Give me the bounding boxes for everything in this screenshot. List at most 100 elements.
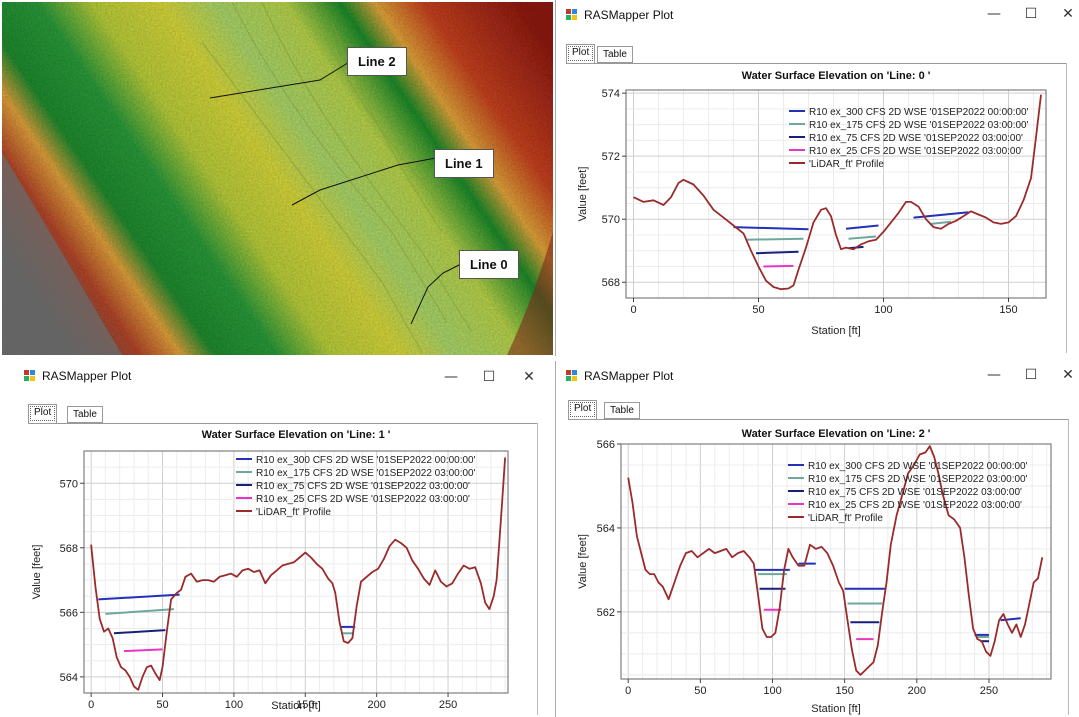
x-tick-label: 250: [980, 685, 998, 697]
tab-table[interactable]: Table: [597, 46, 633, 63]
y-tick-label: 570: [602, 214, 620, 226]
plot-frame-edge: [1066, 63, 1067, 353]
series-line-lidar-profile: [633, 94, 1042, 291]
y-tick-label: 566: [597, 439, 615, 451]
tab-divider: [566, 63, 1066, 64]
chart-line-0: Water Surface Elevation on 'Line: 0 ' 0 50…: [577, 70, 1047, 337]
x-tick-label: 50: [752, 304, 764, 316]
close-button[interactable]: ✕: [1062, 367, 1074, 383]
rasmapper-plot-window-line-1: RASMapper Plot — ☐ ✕ Plot Table Water Su…: [0, 361, 552, 717]
series-line-ex-25: [763, 264, 794, 268]
series-line-ex-300: [98, 593, 180, 601]
x-tick-label: 250: [439, 699, 457, 711]
rasmapper-plot-window-line-2: RASMapper Plot — ☐ ✕ Plot Table Water Su…: [555, 361, 1079, 717]
x-tick-label: 100: [225, 699, 243, 711]
maximize-button[interactable]: ☐: [482, 369, 496, 385]
rasmapper-app-icon: [24, 370, 36, 381]
series-line-ex-175: [745, 237, 804, 241]
terrain-map: Line 2 Line 1 Line 0: [2, 2, 553, 355]
plot-frame-edge: [1068, 419, 1069, 715]
legend-entry: R10 ex_300 CFS 2D WSE '01SEP2022 00:00:0…: [256, 455, 476, 466]
x-tick-label: 50: [694, 685, 706, 697]
y-tick-label: 566: [60, 607, 78, 619]
x-axis-label: Station [ft]: [811, 325, 861, 337]
tab-divider: [568, 419, 1068, 420]
y-tick-label: 568: [60, 543, 78, 555]
x-tick-label: 150: [835, 685, 853, 697]
series-line-ex-175: [848, 235, 877, 240]
tab-plot[interactable]: Plot: [566, 44, 596, 63]
legend-entry: 'LiDAR_ft' Profile: [808, 513, 883, 524]
legend-entry: R10 ex_175 CFS 2D WSE '01SEP2022 03:00:0…: [808, 474, 1028, 485]
legend-entry: R10 ex_75 CFS 2D WSE '01SEP2022 03:00:00…: [256, 481, 470, 492]
y-tick-label: 564: [597, 523, 615, 535]
legend-entry: 'LiDAR_ft' Profile: [256, 507, 331, 518]
legend-entry: R10 ex_175 CFS 2D WSE '01SEP2022 03:00:0…: [256, 468, 476, 479]
close-button[interactable]: ✕: [1062, 6, 1074, 22]
rasmapper-app-icon: [566, 370, 578, 381]
x-tick-label: 200: [367, 699, 385, 711]
tab-plot[interactable]: Plot: [28, 404, 58, 423]
x-tick-label: 150: [296, 699, 314, 711]
minimize-button[interactable]: —: [444, 369, 458, 385]
y-tick-label: 570: [60, 478, 78, 490]
minimize-button[interactable]: —: [987, 6, 1001, 22]
series-line-ex-75: [755, 250, 799, 255]
x-tick-label: 200: [908, 685, 926, 697]
x-tick-label: 0: [625, 685, 631, 697]
terrain-hillshade: [2, 2, 553, 355]
series-line-ex-175: [930, 220, 952, 225]
plot-area-frame: [625, 89, 1047, 299]
chart-line-1: Water Surface Elevation on 'Line: 1 ' 0 50…: [31, 429, 509, 712]
y-tick-label: 562: [597, 607, 615, 619]
y-tick-label: 574: [602, 88, 620, 100]
plot-area-frame: [620, 443, 1052, 680]
map-label-line-2: Line 2: [347, 47, 407, 76]
y-tick-label: 564: [60, 672, 78, 684]
legend-entry: R10 ex_75 CFS 2D WSE '01SEP2022 03:00:00…: [809, 133, 1023, 144]
x-tick-label: 50: [156, 699, 168, 711]
x-tick-label: 100: [763, 685, 781, 697]
plot-frame-edge: [537, 423, 538, 715]
window-titlebar[interactable]: RASMapper Plot — ☐ ✕: [0, 361, 552, 391]
x-tick-label: 0: [88, 699, 94, 711]
window-title: RASMapper Plot: [584, 369, 674, 383]
rasmapper-plot-window-line-0: RASMapper Plot — ☐ ✕ Plot Table Water Su…: [555, 0, 1079, 356]
window-titlebar[interactable]: RASMapper Plot — ☐ ✕: [556, 361, 1079, 391]
chart-line-2: Water Surface Elevation on 'Line: 2 ' 0 50…: [577, 428, 1052, 715]
minimize-button[interactable]: —: [987, 367, 1001, 383]
tab-table[interactable]: Table: [604, 402, 640, 419]
window-titlebar[interactable]: RASMapper Plot — ☐ ✕: [556, 0, 1079, 30]
series-line-lidar-profile: [627, 445, 1044, 676]
tab-plot[interactable]: Plot: [568, 400, 598, 419]
section-lines: [209, 60, 462, 325]
y-axis-label: Value [feet]: [31, 545, 43, 600]
x-tick-label: 0: [630, 304, 636, 316]
series-line-ex-300: [733, 226, 809, 231]
plot-area-frame: [83, 450, 509, 694]
series-line-ex-300: [845, 224, 879, 230]
close-button[interactable]: ✕: [523, 369, 535, 385]
rasmapper-app-icon: [566, 9, 578, 20]
window-title: RASMapper Plot: [584, 8, 674, 22]
legend-entry: R10 ex_300 CFS 2D WSE '01SEP2022 00:00:0…: [809, 107, 1029, 118]
legend-entry: R10 ex_25 CFS 2D WSE '01SEP2022 03:00:00…: [808, 500, 1022, 511]
maximize-button[interactable]: ☐: [1024, 367, 1038, 383]
map-label-line-0: Line 0: [459, 250, 519, 279]
window-title: RASMapper Plot: [42, 369, 132, 383]
series-line-ex-175: [105, 608, 174, 615]
chart-title: Water Surface Elevation on 'Line: 0 ': [742, 70, 931, 82]
y-tick-label: 572: [602, 151, 620, 163]
x-tick-label: 150: [999, 304, 1017, 316]
y-axis-label: Value [feet]: [577, 534, 589, 589]
y-tick-label: 568: [602, 277, 620, 289]
tab-divider: [28, 423, 538, 424]
series-line-ex-75: [113, 629, 166, 635]
series-line-ex-25: [123, 648, 163, 653]
maximize-button[interactable]: ☐: [1024, 6, 1038, 22]
y-axis-label: Value [feet]: [577, 167, 589, 222]
series-line-lidar-profile: [90, 457, 506, 691]
x-axis-label: Station [ft]: [811, 703, 861, 715]
map-label-line-1: Line 1: [434, 149, 494, 178]
tab-table[interactable]: Table: [67, 406, 103, 423]
